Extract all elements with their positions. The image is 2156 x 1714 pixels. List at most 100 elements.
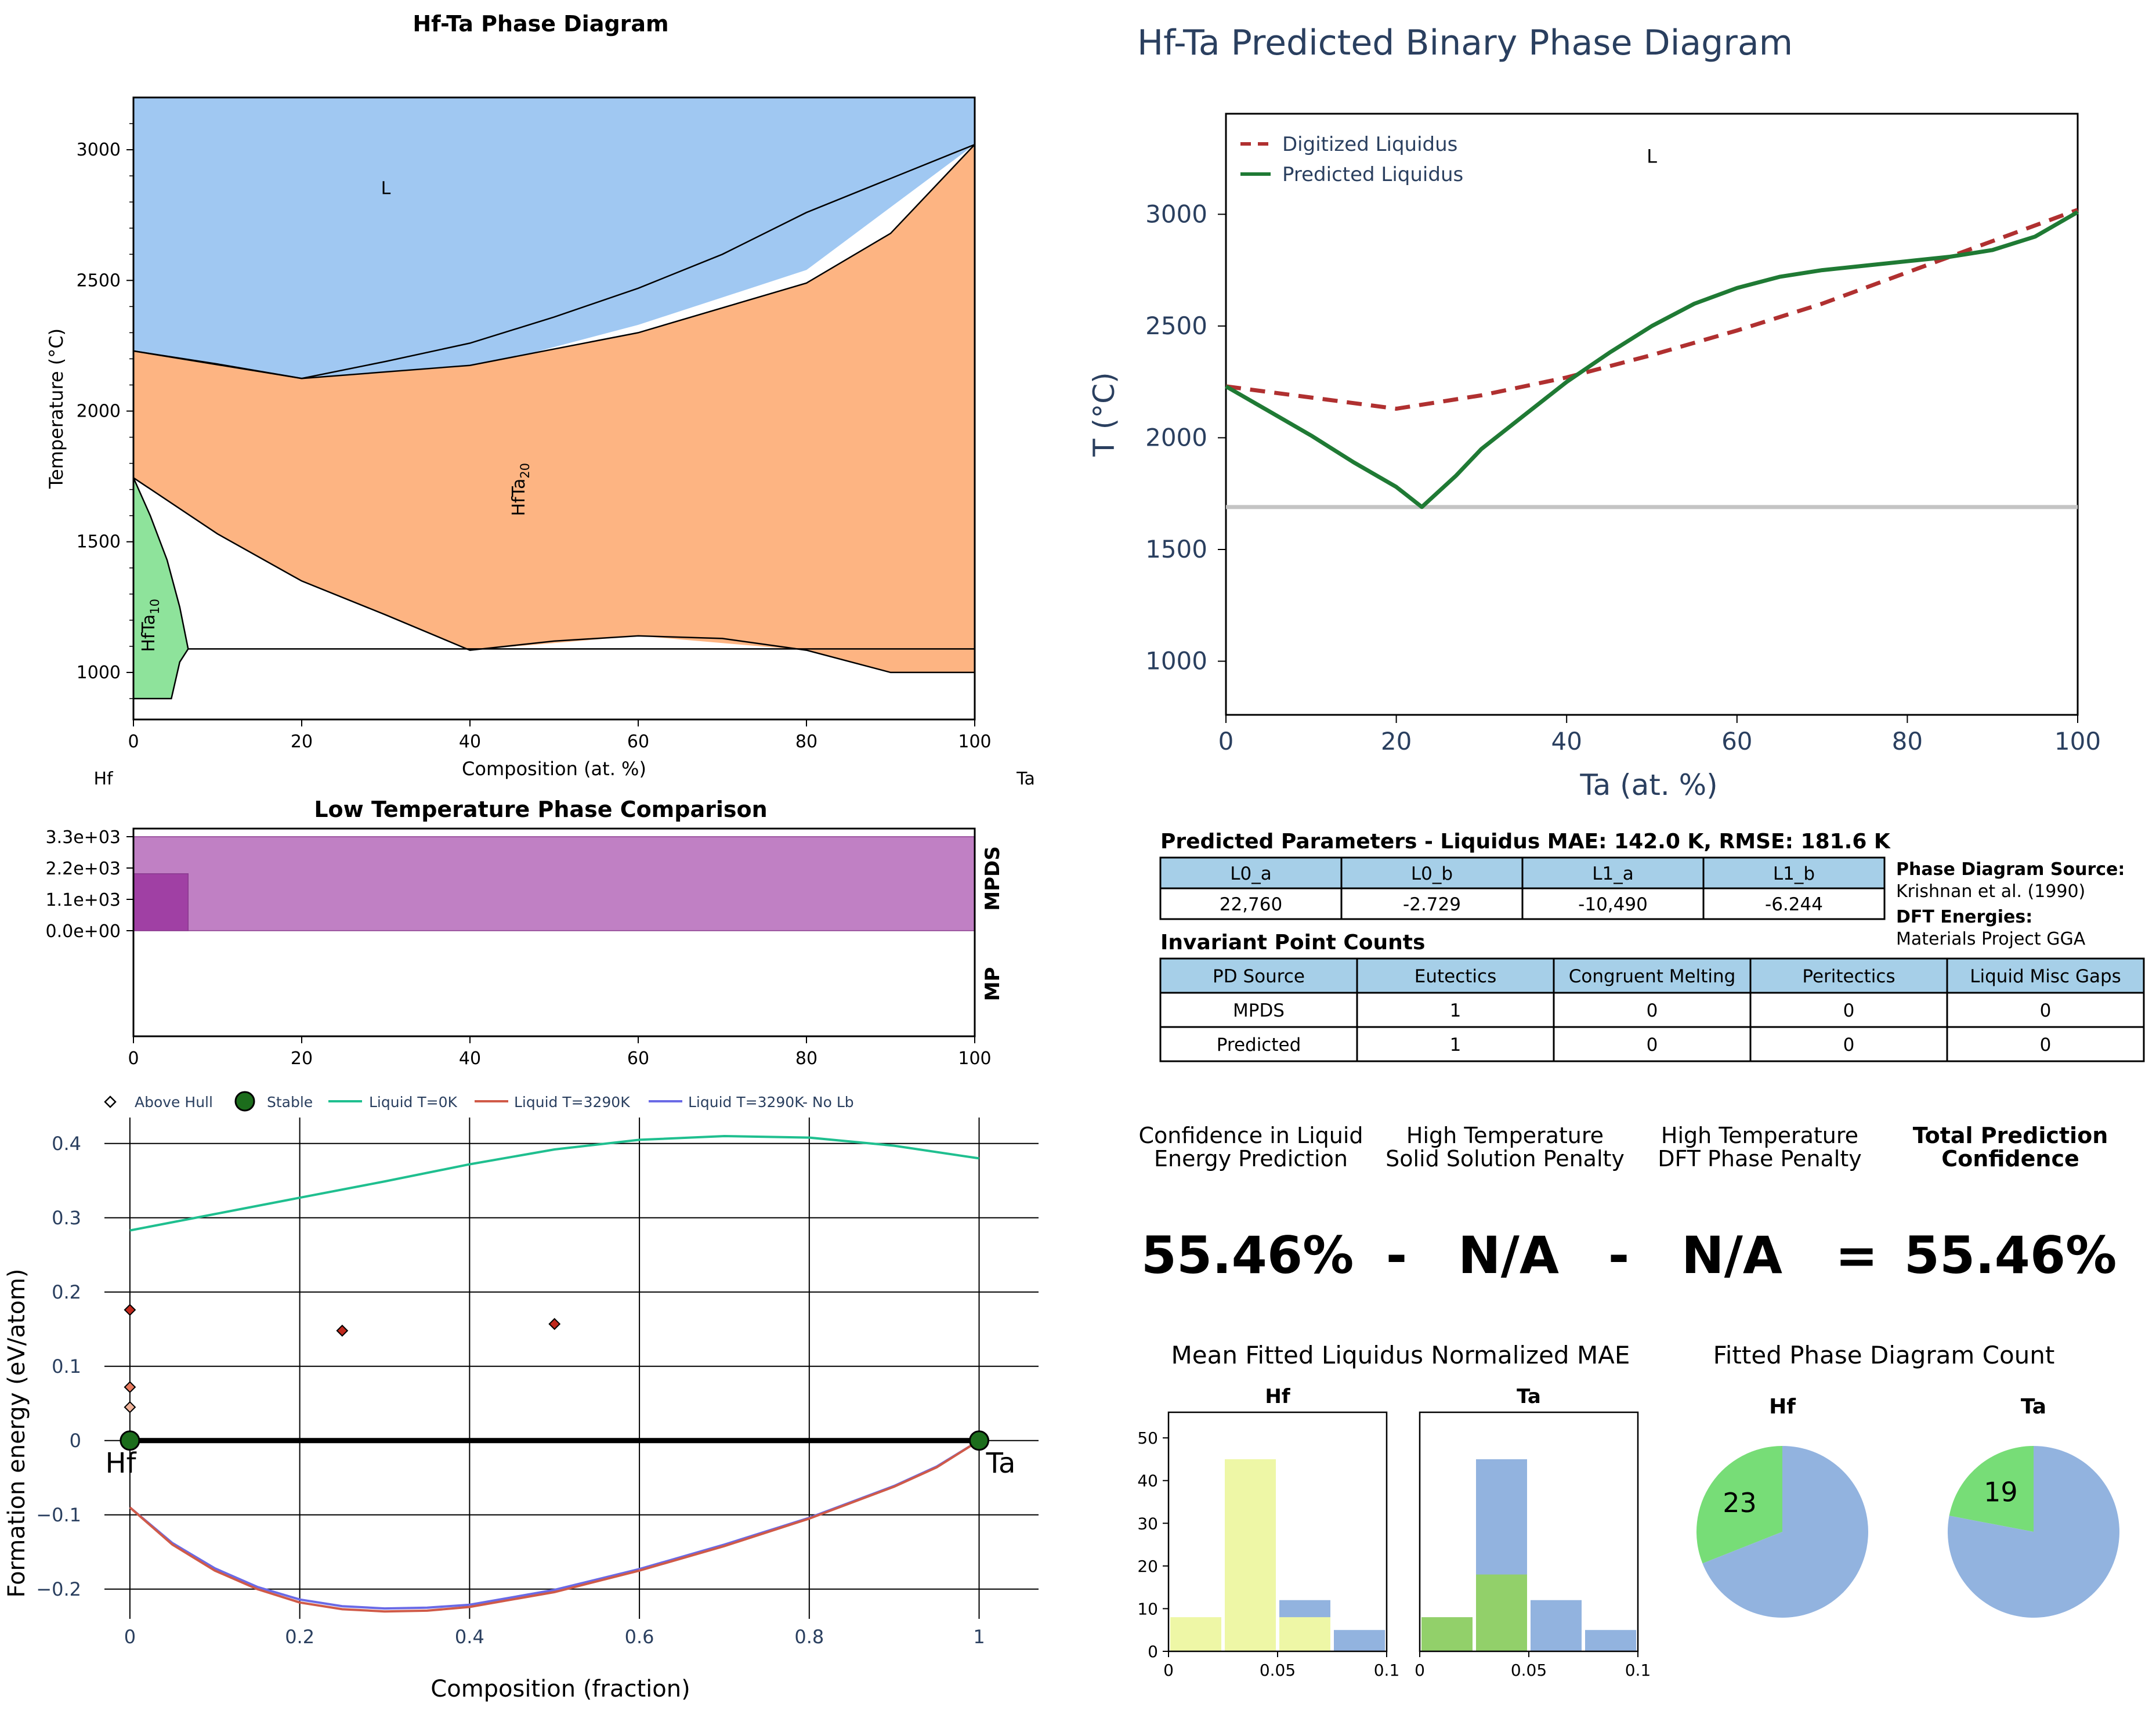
table-cell: [1946, 992, 2145, 1028]
histogram-bar: [1334, 1630, 1385, 1651]
x-tick-label: 40: [459, 1048, 481, 1069]
x-tick-label: 0: [1218, 727, 1234, 755]
x-tick-label: 100: [2054, 727, 2101, 755]
table-header-text: Congruent Melting: [1569, 966, 1736, 987]
y-tick-label: −0.1: [36, 1504, 81, 1526]
mae-histograms: Mean Fitted Liquidus Normalized MAE Hf0 0…: [1137, 1341, 1651, 1680]
confidence-value: N/A: [1681, 1225, 1782, 1285]
table-header-text: PD Source: [1213, 966, 1305, 987]
phase-region-label: HfTa10: [139, 599, 162, 652]
ta-end-label: Ta: [986, 1447, 1016, 1480]
stable-point: [120, 1430, 140, 1451]
phase-boundary-lines: [132, 143, 975, 700]
phase-diagram-title: Hf-Ta Phase Diagram: [413, 11, 668, 37]
table-cell-text: 0: [1843, 1000, 1855, 1021]
confidence-value: -: [1386, 1225, 1408, 1285]
x-tick-label: 60: [627, 1048, 649, 1069]
x-tick-label: 0.4: [455, 1626, 484, 1648]
y-tick-label: 2500: [77, 270, 121, 291]
pie-slice: [1947, 1446, 2119, 1618]
liquidus-line: [1225, 210, 2079, 509]
y-tick-label: 0.1: [52, 1355, 81, 1377]
x-tick-label: 80: [795, 732, 817, 752]
confidence-header-line: High Temperature: [1661, 1123, 1858, 1148]
formation-energy-y-label: Formation energy (eV/atom): [3, 1269, 30, 1598]
dft-value: Materials Project GGA: [1896, 929, 2086, 949]
phase-boundary: [133, 143, 975, 379]
parameters-title: Predicted Parameters - Liquidus MAE: 142…: [1160, 830, 1891, 854]
x-tick-label: 40: [459, 732, 481, 752]
low-temp-x-ticks: 0 20 40 60 80 100: [128, 1036, 992, 1069]
comparison-bar: [133, 836, 975, 931]
table-cell: [1749, 992, 1948, 1028]
table-cell: [1702, 887, 1886, 920]
x-tick-label: 0.05: [1511, 1661, 1547, 1680]
phase-boundary: [132, 477, 189, 700]
phase-diagram-frame: [132, 96, 976, 721]
x-tick-label: 60: [1721, 727, 1752, 755]
liquid-energy-curves: [129, 1134, 980, 1613]
histogram-title: Hf: [1265, 1385, 1290, 1408]
x-tick-label: 0.05: [1260, 1661, 1296, 1680]
table-header-cell: [1749, 957, 1948, 994]
table-cell-text: -10,490: [1578, 894, 1648, 915]
y-tick-label: 1500: [77, 532, 121, 552]
confidence-value: 55.46%: [1904, 1225, 2117, 1285]
parameters-table: L0_a 22,760 L0_b -2.729 L1_a -10,490 L1_b -6.24…: [1159, 856, 1886, 920]
table-header-text: Peritectics: [1802, 966, 1895, 987]
pd-source-label: Phase Diagram Source:: [1896, 859, 2125, 880]
y-tick-label: 20: [1137, 1557, 1158, 1576]
table-header-text: Liquid Misc Gaps: [1970, 966, 2121, 987]
y-tick-label: 1.1e+03: [46, 890, 121, 910]
formation-energy-x-label: Composition (fraction): [431, 1676, 690, 1702]
table-cell: [1521, 887, 1705, 920]
table-cell-text: 0: [2040, 1035, 2052, 1055]
above-hull-point: [124, 1381, 136, 1394]
formation-energy-x-ticks: 0 0.2 0.4 0.6 0.8 1: [124, 1626, 985, 1648]
histogram-bar: [1531, 1600, 1582, 1651]
right-element-label: Ta: [1016, 769, 1035, 789]
x-tick-label: 20: [291, 1048, 313, 1069]
liquid-curve: [129, 1134, 979, 1232]
legend-label: Liquid T=3290K- No Lb: [688, 1094, 854, 1111]
table-header-cell: [1340, 856, 1524, 889]
above-hull-point: [124, 1401, 136, 1413]
confidence-header-line: Solid Solution Penalty: [1386, 1146, 1625, 1171]
table-cell-text: 0: [1647, 1000, 1658, 1021]
low-temp-frame: [132, 827, 976, 1037]
histogram-bar: [1585, 1630, 1636, 1651]
pie-slice-label: 19: [1984, 1477, 2018, 1508]
table-cell-text: 0: [2040, 1000, 2052, 1021]
x-tick-label: 0: [1415, 1661, 1425, 1680]
formation-energy-legend: Above Hull Stable Liquid T=0K Liquid T=3290…: [104, 1091, 854, 1112]
table-header-text: L0_b: [1411, 863, 1453, 884]
predicted-legend: Digitized Liquidus Predicted Liquidus: [1240, 133, 1463, 186]
table-cell: [1946, 1026, 2145, 1062]
legend-label: Liquid T=0K: [369, 1094, 457, 1111]
confidence-value: 55.46%: [1141, 1225, 1354, 1285]
table-cell-text: 1: [1450, 1035, 1462, 1055]
phase-diagram-x-label: Composition (at. %): [462, 758, 646, 780]
hf-pie: Hf 23: [1696, 1395, 1869, 1618]
y-tick-label: 1500: [1145, 535, 1207, 563]
phase-diagram-x-ticks: 0 20 40 60 80 100: [128, 719, 992, 752]
legend-stable-marker: [234, 1091, 255, 1112]
x-tick-label: 20: [291, 732, 313, 752]
table-header-text: L1_b: [1773, 863, 1815, 884]
low-temp-bars: [133, 836, 975, 931]
dft-label: DFT Energies:: [1896, 907, 2032, 927]
formation-energy-y-ticks: 0.4 0.3 0.2 0.1 0 −0.1 −0.2: [36, 1133, 81, 1600]
predicted-diagram-title: Hf-Ta Predicted Binary Phase Diagram: [1137, 23, 1793, 63]
x-tick-label: 0: [1163, 1661, 1174, 1680]
phase-diagram-count: Fitted Phase Diagram Count Hf 23 Ta 19: [1696, 1341, 2119, 1618]
phase-region: [133, 144, 975, 672]
confidence-header-line: High Temperature: [1406, 1123, 1604, 1148]
liquid-region-label: L: [1647, 146, 1657, 168]
liquidus-series: [1225, 208, 2079, 509]
y-tick-label: 3000: [1145, 200, 1207, 228]
ta-pie: Ta 19: [1947, 1395, 2119, 1618]
predicted-y-label: T (°C): [1087, 372, 1121, 457]
table-cell-text: 22,760: [1220, 894, 1282, 915]
